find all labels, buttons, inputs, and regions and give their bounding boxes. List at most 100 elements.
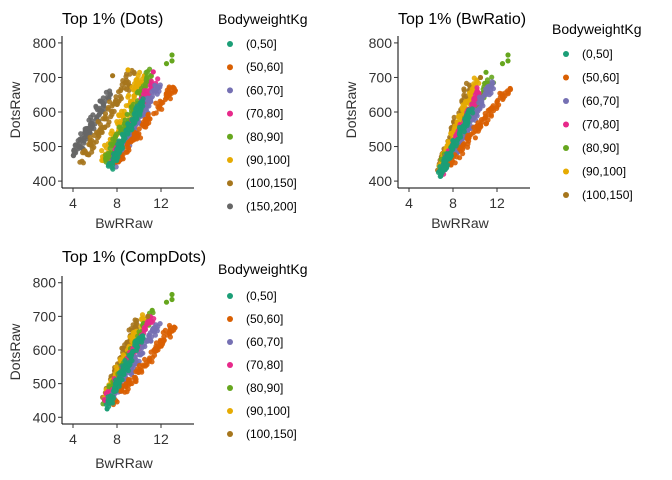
data-point — [123, 381, 129, 387]
data-point — [477, 97, 483, 103]
data-point — [474, 78, 480, 84]
y-tick-label: 800 — [33, 35, 57, 51]
legend-key — [227, 316, 233, 322]
data-point — [451, 114, 457, 120]
data-point — [125, 121, 131, 127]
series-points — [77, 67, 137, 166]
data-point — [100, 100, 106, 106]
data-point — [138, 102, 144, 108]
legend-label: (0,50] — [246, 289, 277, 303]
data-point — [153, 110, 159, 116]
data-point — [117, 118, 123, 124]
data-point — [113, 131, 120, 137]
data-point — [460, 124, 466, 130]
data-point — [124, 111, 130, 117]
data-point — [452, 160, 458, 166]
data-point — [456, 131, 462, 137]
data-point — [145, 111, 151, 117]
legend-key — [563, 51, 569, 57]
data-point — [163, 61, 170, 67]
legend-key — [227, 431, 233, 437]
legend-label: (70,80] — [246, 107, 283, 121]
data-point — [476, 124, 482, 130]
plot-area: 400 500 600 700 800 4 8 12 — [33, 35, 194, 211]
data-point — [125, 131, 131, 137]
series-points — [445, 86, 514, 168]
data-point — [489, 105, 495, 111]
data-point — [124, 149, 130, 155]
data-point — [117, 93, 123, 99]
data-point — [138, 336, 144, 342]
data-point — [487, 87, 494, 93]
data-point — [466, 109, 472, 115]
legend-label: (100,150] — [582, 188, 633, 202]
data-point — [84, 151, 90, 157]
data-point — [107, 400, 113, 406]
legend-key — [227, 203, 233, 210]
data-point — [141, 326, 147, 332]
data-point — [441, 165, 447, 171]
data-point — [155, 76, 161, 82]
data-point — [93, 104, 99, 111]
legend-key — [227, 87, 233, 94]
data-point — [120, 133, 126, 139]
y-tick-label: 600 — [369, 104, 393, 120]
legend-title: BodyweightKg — [218, 261, 308, 277]
data-point — [160, 329, 166, 336]
data-point — [132, 133, 138, 139]
data-point — [461, 86, 467, 92]
legend-label: (70,80] — [246, 358, 283, 372]
data-point — [163, 299, 170, 305]
data-point — [481, 116, 487, 122]
data-point — [149, 359, 155, 365]
data-point — [463, 120, 469, 126]
data-point — [111, 108, 117, 114]
series-points — [105, 96, 146, 172]
legend: BodyweightKg (0,50] (50,60] (60,70] (70,80]… — [552, 21, 642, 202]
legend-label: (0,50] — [246, 37, 277, 51]
data-point — [128, 354, 134, 360]
x-tick-label: 12 — [153, 431, 169, 447]
y-tick-label: 600 — [33, 104, 57, 120]
data-point — [99, 148, 105, 154]
legend-key — [227, 362, 233, 368]
data-point — [155, 104, 161, 110]
data-point — [466, 82, 472, 88]
legend-label: (80,90] — [246, 130, 283, 144]
data-point — [131, 361, 137, 368]
data-point — [463, 98, 469, 105]
data-point — [133, 369, 139, 375]
data-point — [107, 145, 113, 151]
data-point — [448, 152, 454, 159]
data-point — [102, 124, 108, 130]
data-point — [135, 73, 141, 79]
data-point — [123, 103, 129, 109]
data-point — [99, 108, 105, 114]
data-point — [169, 52, 175, 58]
data-point — [505, 58, 511, 64]
x-tick-label: 4 — [405, 195, 413, 211]
data-point — [78, 131, 84, 137]
legend-key — [227, 133, 233, 140]
data-point — [136, 126, 142, 132]
y-tick-label: 500 — [33, 376, 57, 392]
legend-key — [563, 121, 569, 128]
x-tick-label: 8 — [449, 195, 457, 211]
data-point — [134, 80, 141, 86]
data-point — [497, 90, 503, 96]
x-tick-label: 8 — [113, 195, 121, 211]
y-axis-title: DotsRaw — [7, 323, 23, 381]
data-point — [116, 89, 122, 95]
y-tick-label: 400 — [369, 173, 393, 189]
legend-key — [227, 157, 233, 163]
panel-bwratio: Top 1% (BwRatio) DotsRaw BwRRaw 400 500 60… — [343, 11, 642, 231]
data-point — [129, 126, 135, 132]
data-point — [105, 163, 111, 169]
data-point — [133, 320, 139, 326]
data-point — [111, 388, 117, 394]
data-point — [147, 66, 153, 72]
data-point — [143, 69, 149, 76]
legend-key — [227, 41, 233, 47]
data-point — [110, 162, 116, 168]
data-point — [465, 141, 471, 147]
